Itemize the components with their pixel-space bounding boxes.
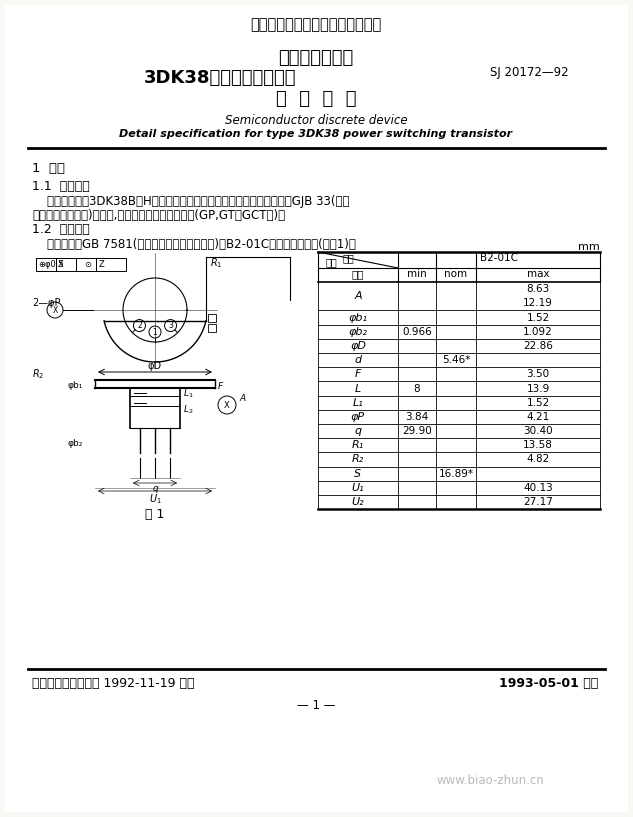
Text: φb₁: φb₁ [67,381,82,390]
Text: φb₂: φb₂ [349,327,368,337]
Bar [36,258,126,271]
Text: 尺寸: 尺寸 [326,257,338,267]
Text: X: X [224,400,230,409]
Text: 代号: 代号 [342,253,354,263]
Text: ⊙: ⊙ [84,260,91,269]
Text: 4.82: 4.82 [527,454,549,465]
Text: 半导体分立器件: 半导体分立器件 [279,49,354,67]
Text: max: max [527,269,549,279]
Text: φP: φP [351,412,365,422]
Text: Detail specification for type 3DK38 power switching transistor: Detail specification for type 3DK38 powe… [120,129,513,139]
Text: ⊕φ0.5: ⊕φ0.5 [38,260,64,269]
Text: 12.19: 12.19 [523,298,553,308]
Text: nom: nom [444,269,468,279]
Text: U₂: U₂ [352,497,365,507]
Text: 13.58: 13.58 [523,440,553,450]
Text: 符号: 符号 [352,269,364,279]
FancyBboxPatch shape [5,5,628,812]
Text: 中国电子工业总公司 1992-11-19 发布: 中国电子工业总公司 1992-11-19 发布 [32,677,194,690]
Text: F: F [218,382,223,391]
Text: 8: 8 [414,383,420,394]
Text: 3: 3 [168,321,173,330]
Text: 1  范围: 1 范围 [32,162,65,175]
Text: $L_2$: $L_2$ [183,404,194,416]
Text: q: q [152,484,158,493]
Text: Semiconductor discrete device: Semiconductor discrete device [225,114,407,127]
Text: 1.52: 1.52 [527,398,549,408]
Text: — 1 —: — 1 — [297,699,335,712]
Text: L: L [355,383,361,394]
Text: X: X [53,306,58,315]
Text: R₂: R₂ [352,454,364,465]
Text: B2-01C: B2-01C [480,253,518,263]
Text: U₁: U₁ [352,483,365,493]
Text: 3.50: 3.50 [527,369,549,379]
Text: φD: φD [148,361,162,371]
Text: d: d [354,355,361,365]
Text: φb₂: φb₂ [67,439,82,448]
Text: $U_1$: $U_1$ [149,492,161,506]
Text: Z: Z [99,260,104,269]
Text: 16.89*: 16.89* [439,469,473,479]
Text: 本规范规定了3DK38B～H型功率开关晶体管的详细要求。每种器件均按GJB 33(半导: 本规范规定了3DK38B～H型功率开关晶体管的详细要求。每种器件均按GJB 33… [32,195,349,208]
Text: 5.46*: 5.46* [442,355,470,365]
Text: 中华人民共和国电子行业军用标准: 中华人民共和国电子行业军用标准 [251,17,382,32]
Text: X: X [58,260,64,269]
Text: A: A [354,291,362,301]
Text: 1993-05-01 实施: 1993-05-01 实施 [499,677,598,690]
Text: 3.84: 3.84 [405,412,429,422]
Text: 1.2  外形尺寸: 1.2 外形尺寸 [32,223,90,236]
Text: φb₁: φb₁ [349,312,368,323]
Text: min: min [407,269,427,279]
Text: A: A [239,394,245,403]
Text: φD: φD [350,341,366,350]
Text: S: S [354,469,361,479]
Text: 详  细  规  范: 详 细 规 范 [276,90,356,108]
Text: 2—φP: 2—φP [32,298,61,308]
Text: F: F [355,369,361,379]
Text: mm: mm [579,242,600,252]
Text: 1.52: 1.52 [527,312,549,323]
Text: $L_1$: $L_1$ [183,388,194,400]
Text: L₁: L₁ [353,398,363,408]
Text: $R_2$: $R_2$ [32,367,44,381]
Text: 0.966: 0.966 [402,327,432,337]
Text: 13.9: 13.9 [527,383,549,394]
Text: q: q [354,426,361,436]
Text: 1.092: 1.092 [523,327,553,337]
Text: 2: 2 [137,321,142,330]
Text: 外形尺寸按GB 7581(半导体分立器件外形尺寸)的B2-01C型及如下的规定(见图1)。: 外形尺寸按GB 7581(半导体分立器件外形尺寸)的B2-01C型及如下的规定(… [32,238,356,251]
Text: 40.13: 40.13 [523,483,553,493]
Text: 30.40: 30.40 [523,426,553,436]
Bar [208,324,216,332]
Text: 体分立器件总规范)的规定,提供产品保证的三个等级(GP,GT和GCT级)。: 体分立器件总规范)的规定,提供产品保证的三个等级(GP,GT和GCT级)。 [32,209,285,222]
Text: 29.90: 29.90 [402,426,432,436]
Text: 图 1: 图 1 [146,508,165,521]
Bar [208,314,216,322]
Text: 27.17: 27.17 [523,497,553,507]
Text: 8.63: 8.63 [527,284,549,294]
Text: www.biao-zhun.cn: www.biao-zhun.cn [436,774,544,787]
Text: 3DK38型功率开关晶体管: 3DK38型功率开关晶体管 [144,69,296,87]
Text: 22.86: 22.86 [523,341,553,350]
Text: 1: 1 [153,328,158,337]
Text: SJ 20172—92: SJ 20172—92 [490,66,568,79]
Text: 1.1  主题内容: 1.1 主题内容 [32,180,90,193]
Text: 4.21: 4.21 [527,412,549,422]
Text: $R_1$: $R_1$ [210,256,222,270]
Text: R₁: R₁ [352,440,364,450]
